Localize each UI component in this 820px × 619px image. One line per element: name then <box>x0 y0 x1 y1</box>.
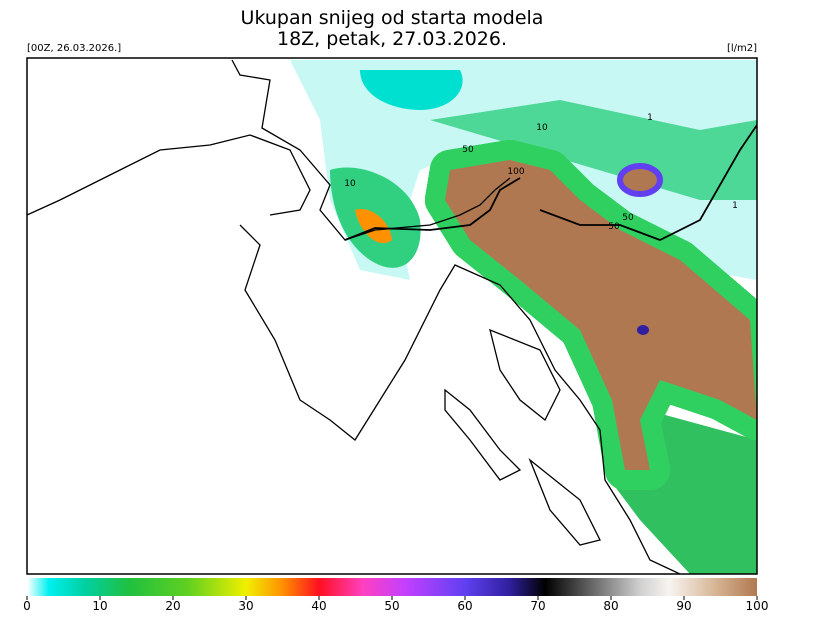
colorbar-ticks: 0 10 20 30 40 50 60 70 80 90 100 <box>23 596 768 613</box>
subtitle: 18Z, petak, 27.03.2026. <box>277 28 507 50</box>
colorbar-tick-label: 0 <box>23 599 31 613</box>
contour-label: 50 <box>622 213 634 223</box>
contour-label: 10 <box>344 179 356 189</box>
colorbar-tick-label: 50 <box>384 599 399 613</box>
colorbar-tick-label: 80 <box>603 599 618 613</box>
colorbar-tick-label: 10 <box>92 599 107 613</box>
contour-label: 1 <box>647 113 653 123</box>
title: Ukupan snijeg od starta modela <box>241 7 544 29</box>
contour-label: 50 <box>608 222 620 232</box>
map-frame <box>26 57 758 575</box>
run-label: [00Z, 26.03.2026.] <box>27 43 121 54</box>
heavy-snow-band <box>425 140 757 490</box>
contour-label: 1 <box>732 201 738 211</box>
colorbar-tick-label: 100 <box>746 599 769 613</box>
contour-label: 50 <box>462 145 474 155</box>
colorbar-tick-label: 60 <box>457 599 472 613</box>
colorbar-tick-label: 20 <box>165 599 180 613</box>
contour-label: 100 <box>507 167 524 177</box>
colorbar-tick-label: 30 <box>238 599 253 613</box>
colorbar-tick-label: 90 <box>676 599 691 613</box>
colorbar-tick-label: 40 <box>311 599 326 613</box>
contour-label: 10 <box>536 123 548 133</box>
colorbar <box>27 578 757 596</box>
colorbar-tick-label: 70 <box>530 599 545 613</box>
map <box>27 58 757 574</box>
unit-label: [l/m2] <box>727 43 757 54</box>
